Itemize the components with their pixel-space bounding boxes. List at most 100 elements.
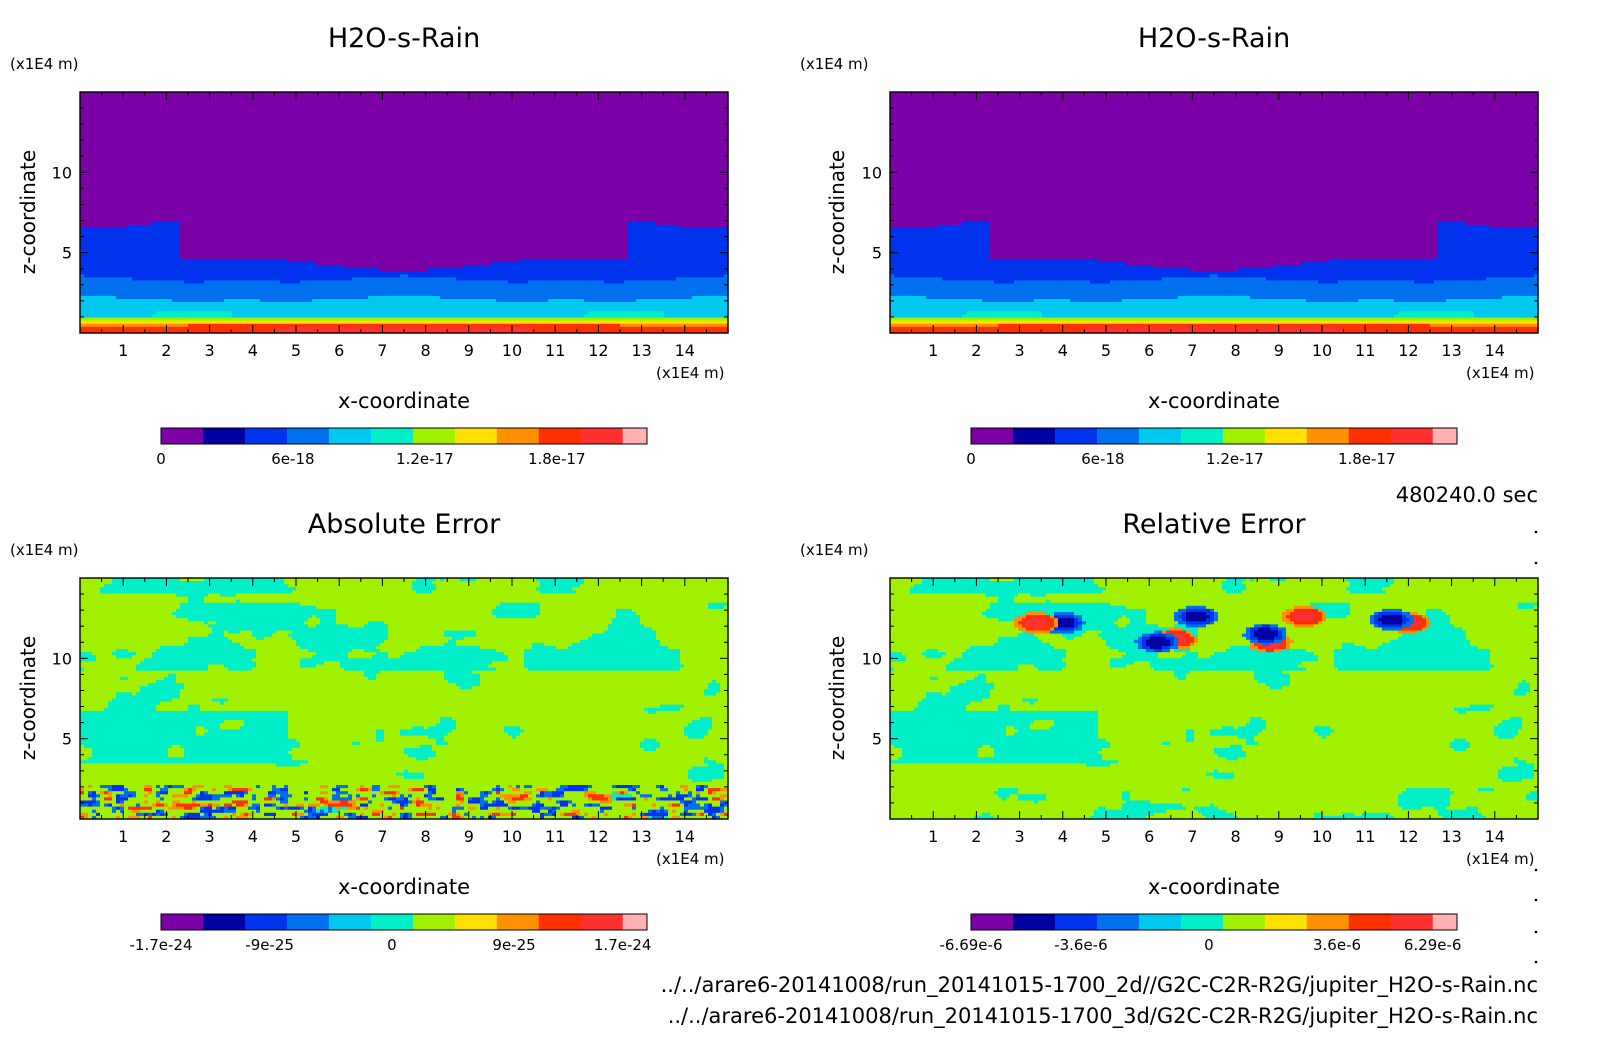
heatmap-cell [712,797,721,802]
heatmap-cell [890,803,1123,808]
heatmap-cell [1066,652,1127,656]
heatmap-cell [890,326,1087,331]
heatmap-cell [720,803,725,808]
heatmap-cell [468,806,477,811]
heatmap-cell [212,788,217,792]
heatmap-cell [1314,726,1331,730]
heatmap-cell [1038,800,1127,805]
heatmap-cell [508,803,533,808]
heatmap-cell [890,791,995,795]
heatmap-cell [890,615,987,619]
heatmap-cell [890,104,1539,109]
heatmap-cell [640,741,661,746]
heatmap-cell [1258,679,1291,684]
heatmap-cell [80,803,89,808]
heatmap-cell [488,812,493,817]
heatmap-cell [1230,645,1251,650]
heatmap-cell [496,785,501,789]
heatmap-cell [978,673,987,678]
heatmap-cell [648,815,653,820]
heatmap-cell [236,599,241,604]
heatmap-cell [1202,812,1235,817]
heatmap-cell [444,676,481,681]
heatmap-cell [388,815,393,820]
heatmap-cell [188,707,201,712]
heatmap-cell [1074,611,1147,616]
heatmap-cell [420,645,481,650]
heatmap-cell [516,800,537,805]
heatmap-cell [708,602,729,607]
heatmap-cell [568,803,573,808]
heatmap-cell [720,689,729,693]
heatmap-cell [1142,636,1151,641]
heatmap-cell [1490,707,1539,712]
heatmap-cell [1194,732,1211,737]
heatmap-cell [196,788,213,792]
heatmap-cell [80,323,189,328]
colorbar-swatch [1264,428,1308,444]
heatmap-cell [1326,615,1347,619]
heatmap-cell [356,800,369,805]
heatmap-cell [680,791,689,795]
heatmap-cell [80,692,117,697]
heatmap-cell [1306,649,1335,653]
heatmap-cell [1470,744,1539,749]
heatmap-cell [192,800,197,805]
heatmap-cell [1306,667,1339,672]
heatmap-cell [80,258,289,263]
heatmap-cell [116,692,133,697]
heatmap-cell [1034,299,1071,303]
heatmap-cell [890,271,1539,275]
x-tick-label: 1 [928,341,938,360]
heatmap-cell [164,797,193,802]
heatmap-cell [1094,812,1155,817]
heatmap-cell [1102,757,1227,761]
heatmap-cell [112,578,181,582]
heatmap-cell [1438,234,1539,238]
heatmap-cell [364,673,377,678]
heatmap-cell [580,584,729,588]
heatmap-cell [80,788,85,792]
heatmap-cell [428,268,729,272]
heatmap-cell [1234,772,1499,777]
heatmap-cell [108,803,113,808]
heatmap-cell [898,757,1103,761]
heatmap-cell [1274,639,1283,644]
panel-rain-3d: H2O-s-Rain (x1E4 m) 1 2 3 4 5 6 7 8 9 10 11 12 13 145… [800,23,1539,468]
heatmap-cell [890,664,947,669]
heatmap-cell [1378,618,1403,622]
heatmap-cell [1350,584,1391,588]
heatmap-cell [80,627,213,632]
heatmap-cell [248,803,253,808]
heatmap-cell [672,803,681,808]
heatmap-cell [1054,723,1099,727]
heatmap-cell [396,800,409,805]
heatmap-cell [720,809,725,814]
heatmap-cell [890,274,895,278]
heatmap-cell [1454,738,1467,743]
heatmap-cell [680,655,729,659]
heatmap-cell [680,812,685,817]
heatmap-cell [584,578,729,582]
heatmap-cell [336,621,369,625]
heatmap-cell [1054,618,1059,622]
heatmap-cell [276,326,533,331]
heatmap-cell [1398,636,1467,641]
heatmap-cell [1174,633,1187,638]
heatmap-cell [160,812,165,817]
heatmap-cell [80,277,133,282]
heatmap-cell [120,676,129,681]
heatmap-cell [80,184,729,189]
heatmap-cell [368,621,385,625]
heatmap-cell [80,243,181,248]
heatmap-cell [88,812,97,817]
heatmap-cell [204,806,213,811]
heatmap-cell [1178,645,1191,650]
heatmap-cell [180,246,629,251]
heatmap-cell [1270,686,1283,690]
heatmap-cell [656,785,661,789]
heatmap-cell [1522,726,1539,730]
time-label: 480240.0 sec [1396,483,1538,507]
heatmap-cell [328,803,353,808]
heatmap-cell [1258,741,1451,746]
